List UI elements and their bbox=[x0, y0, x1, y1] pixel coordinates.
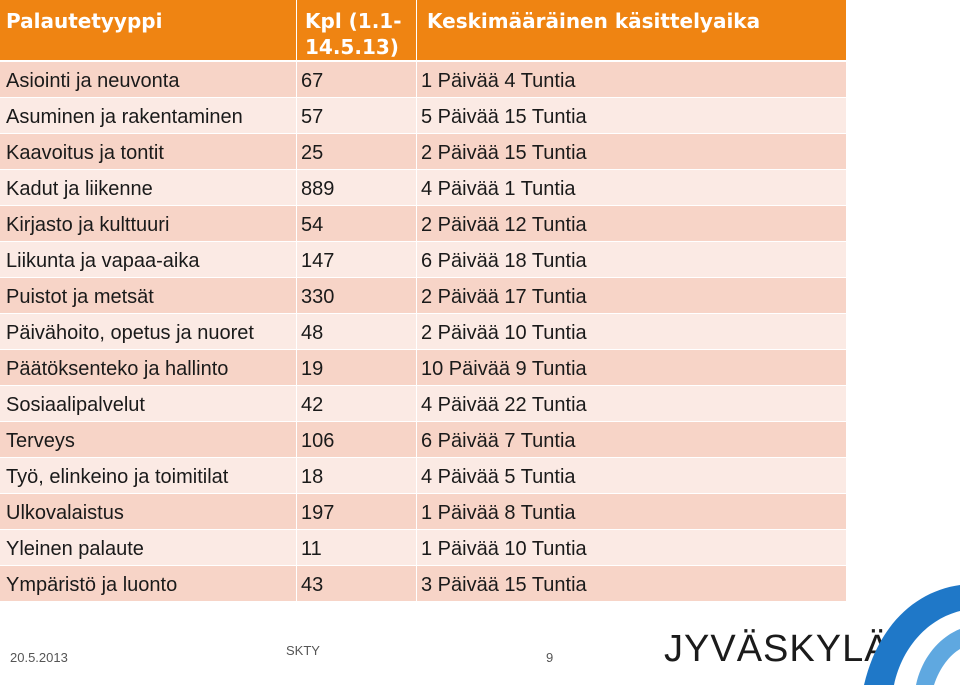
table-row: Puistot ja metsät 330 2 Päivää 17 Tuntia bbox=[0, 278, 846, 314]
cell-count: 42 bbox=[296, 386, 416, 422]
cell-count: 11 bbox=[296, 530, 416, 566]
cell-average-time: 1 Päivää 10 Tuntia bbox=[416, 530, 846, 566]
cell-count: 18 bbox=[296, 458, 416, 494]
table-row: Kaavoitus ja tontit 25 2 Päivää 15 Tuntia bbox=[0, 134, 846, 170]
cell-feedback-type: Yleinen palaute bbox=[0, 530, 296, 566]
cell-feedback-type: Sosiaalipalvelut bbox=[0, 386, 296, 422]
table-row: Päivähoito, opetus ja nuoret 48 2 Päivää 1… bbox=[0, 314, 846, 350]
table-row: Terveys 106 6 Päivää 7 Tuntia bbox=[0, 422, 846, 458]
cell-count: 19 bbox=[296, 350, 416, 386]
cell-average-time: 2 Päivää 12 Tuntia bbox=[416, 206, 846, 242]
table-row: Ulkovalaistus 197 1 Päivää 8 Tuntia bbox=[0, 494, 846, 530]
table-body: Asiointi ja neuvonta 67 1 Päivää 4 Tuntia A… bbox=[0, 62, 846, 602]
cell-average-time: 2 Päivää 17 Tuntia bbox=[416, 278, 846, 314]
jyvaskyla-logo-text: JYVÄSKYLÄ bbox=[664, 628, 891, 670]
cell-feedback-type: Liikunta ja vapaa-aika bbox=[0, 242, 296, 278]
feedback-summary-table: Palautetyyppi Kpl (1.1-14.5.13) Keskimää… bbox=[0, 0, 846, 602]
cell-average-time: 4 Päivää 5 Tuntia bbox=[416, 458, 846, 494]
cell-feedback-type: Kirjasto ja kulttuuri bbox=[0, 206, 296, 242]
cell-average-time: 2 Päivää 10 Tuntia bbox=[416, 314, 846, 350]
table-row: Asiointi ja neuvonta 67 1 Päivää 4 Tuntia bbox=[0, 62, 846, 98]
table-row: Liikunta ja vapaa-aika 147 6 Päivää 18 Tun… bbox=[0, 242, 846, 278]
cell-average-time: 2 Päivää 15 Tuntia bbox=[416, 134, 846, 170]
table-row: Kirjasto ja kulttuuri 54 2 Päivää 12 Tunti… bbox=[0, 206, 846, 242]
cell-feedback-type: Puistot ja metsät bbox=[0, 278, 296, 314]
cell-count: 25 bbox=[296, 134, 416, 170]
cell-count: 106 bbox=[296, 422, 416, 458]
cell-count: 48 bbox=[296, 314, 416, 350]
cell-feedback-type: Kaavoitus ja tontit bbox=[0, 134, 296, 170]
table-row: Asuminen ja rakentaminen 57 5 Päivää 15 Tu… bbox=[0, 98, 846, 134]
cell-average-time: 4 Päivää 22 Tuntia bbox=[416, 386, 846, 422]
cell-feedback-type: Asiointi ja neuvonta bbox=[0, 62, 296, 98]
cell-count: 197 bbox=[296, 494, 416, 530]
header-average-time: Keskimääräinen käsittelyaika bbox=[416, 0, 846, 62]
cell-average-time: 1 Päivää 8 Tuntia bbox=[416, 494, 846, 530]
cell-average-time: 5 Päivää 15 Tuntia bbox=[416, 98, 846, 134]
cell-feedback-type: Terveys bbox=[0, 422, 296, 458]
table-header-row: Palautetyyppi Kpl (1.1-14.5.13) Keskimää… bbox=[0, 0, 846, 62]
cell-feedback-type: Päätöksenteko ja hallinto bbox=[0, 350, 296, 386]
cell-feedback-type: Ympäristö ja luonto bbox=[0, 566, 296, 602]
cell-count: 43 bbox=[296, 566, 416, 602]
cell-feedback-type: Päivähoito, opetus ja nuoret bbox=[0, 314, 296, 350]
cell-feedback-type: Työ, elinkeino ja toimitilat bbox=[0, 458, 296, 494]
cell-count: 54 bbox=[296, 206, 416, 242]
cell-count: 147 bbox=[296, 242, 416, 278]
cell-count: 889 bbox=[296, 170, 416, 206]
cell-average-time: 4 Päivää 1 Tuntia bbox=[416, 170, 846, 206]
jyvaskyla-swoosh-icon bbox=[864, 585, 960, 685]
footer-date: 20.5.2013 bbox=[10, 650, 68, 665]
table-row: Kadut ja liikenne 889 4 Päivää 1 Tuntia bbox=[0, 170, 846, 206]
table-row: Yleinen palaute 11 1 Päivää 10 Tuntia bbox=[0, 530, 846, 566]
cell-average-time: 3 Päivää 15 Tuntia bbox=[416, 566, 846, 602]
cell-feedback-type: Ulkovalaistus bbox=[0, 494, 296, 530]
cell-feedback-type: Asuminen ja rakentaminen bbox=[0, 98, 296, 134]
cell-count: 67 bbox=[296, 62, 416, 98]
table-row: Päätöksenteko ja hallinto 19 10 Päivää 9 T… bbox=[0, 350, 846, 386]
table-row: Ympäristö ja luonto 43 3 Päivää 15 Tuntia bbox=[0, 566, 846, 602]
cell-average-time: 10 Päivää 9 Tuntia bbox=[416, 350, 846, 386]
table-row: Sosiaalipalvelut 42 4 Päivää 22 Tuntia bbox=[0, 386, 846, 422]
cell-average-time: 6 Päivää 18 Tuntia bbox=[416, 242, 846, 278]
header-count: Kpl (1.1-14.5.13) bbox=[296, 0, 416, 62]
cell-count: 330 bbox=[296, 278, 416, 314]
cell-count: 57 bbox=[296, 98, 416, 134]
cell-average-time: 1 Päivää 4 Tuntia bbox=[416, 62, 846, 98]
header-feedback-type: Palautetyyppi bbox=[0, 0, 296, 62]
table-row: Työ, elinkeino ja toimitilat 18 4 Päivää 5… bbox=[0, 458, 846, 494]
cell-average-time: 6 Päivää 7 Tuntia bbox=[416, 422, 846, 458]
cell-feedback-type: Kadut ja liikenne bbox=[0, 170, 296, 206]
footer-organization: SKTY bbox=[286, 643, 320, 658]
page-number: 9 bbox=[546, 650, 554, 665]
